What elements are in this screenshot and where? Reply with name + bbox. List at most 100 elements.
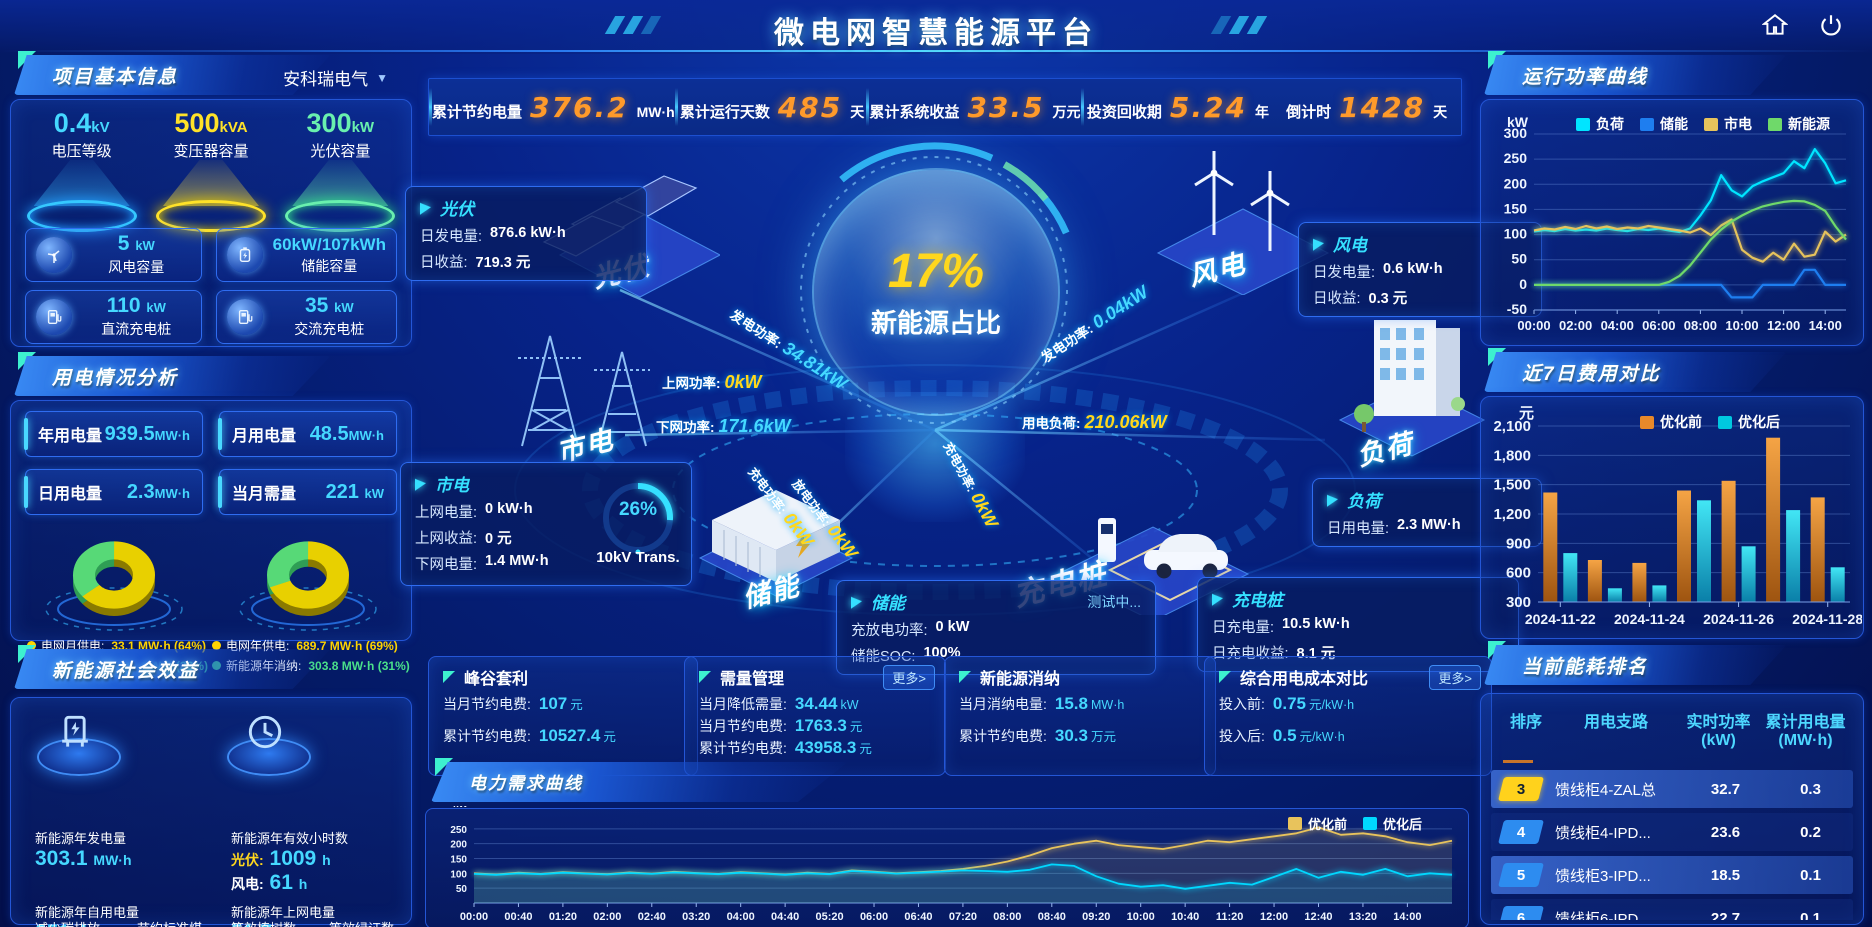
legend-item[interactable]: 负荷 xyxy=(1576,114,1624,134)
kpi-total-income: 累计系统收益 33.5 万元 xyxy=(869,90,1081,124)
year-energy-donut-chart[interactable] xyxy=(233,523,383,635)
demand-more-button[interactable]: 更多> xyxy=(883,665,935,690)
panel-title: 当前能耗排名 xyxy=(1522,657,1649,678)
svg-text:2024-11-28: 2024-11-28 xyxy=(1792,611,1862,627)
svg-text:02:00: 02:00 xyxy=(1559,318,1592,333)
cost-more-button[interactable]: 更多> xyxy=(1429,665,1481,690)
svg-text:07:20: 07:20 xyxy=(949,911,977,923)
kpi-saved-energy: 累计节约电量 376.2 MW·h xyxy=(432,90,675,124)
table-row[interactable]: 5 馈线柜3-IPD... 18.5 0.1 xyxy=(1491,856,1853,894)
card-corner-icon xyxy=(443,671,455,683)
svg-text:08:40: 08:40 xyxy=(1038,911,1066,923)
renewable-share-label: 新能源占比 xyxy=(870,308,1001,338)
spotlight-transformer: 500kVA 变压器容量 xyxy=(146,108,275,232)
power-icon[interactable] xyxy=(1816,10,1846,40)
svg-text:00:00: 00:00 xyxy=(460,911,488,923)
panel-social-benefit: 新能源社会效益 新能源年发电量 303.1 MW·h 新能源年有效小时数 光伏:… xyxy=(8,645,414,927)
stat-month-demand: 当月需量 221 kW xyxy=(218,469,397,515)
svg-text:900: 900 xyxy=(1506,535,1531,552)
panel-title: 近7日费用对比 xyxy=(1522,364,1661,385)
app-header: 微电网智慧能源平台 xyxy=(0,0,1872,54)
home-icon[interactable] xyxy=(1760,10,1790,40)
svg-text:10:00: 10:00 xyxy=(1127,911,1155,923)
social-certs: 等效绿证数 303张 xyxy=(329,918,394,927)
pv-info-box: 光伏 日发电量: 876.6 kW·h 日收益: 719.3 元 xyxy=(405,186,647,281)
panel-banner xyxy=(14,55,331,95)
svg-text:04:00: 04:00 xyxy=(727,911,755,923)
svg-text:04:00: 04:00 xyxy=(1601,318,1634,333)
svg-text:09:20: 09:20 xyxy=(1082,911,1110,923)
svg-text:12:00: 12:00 xyxy=(1260,911,1288,923)
svg-text:100: 100 xyxy=(1504,226,1528,242)
panel-run-power: 运行功率曲线 xyxy=(1478,51,1866,348)
table-row[interactable]: 4 馈线柜4-IPD... 23.6 0.2 xyxy=(1491,813,1853,851)
demand-curve-chart[interactable]: 250 200 150 100 50 00:00 00:40 01:20 02:00 02:40 0… xyxy=(432,799,1460,927)
svg-text:00:00: 00:00 xyxy=(1517,318,1550,333)
renewable-share-sphere: 17% 新能源占比 xyxy=(812,168,1060,416)
capacity-card-dc-charger: 110 kW 直流充电桩 xyxy=(25,290,202,344)
panel-title: 项目基本信息 xyxy=(52,67,179,88)
svg-text:1,200: 1,200 xyxy=(1493,506,1531,523)
stat-year-energy: 年用电量 939.5MW·h xyxy=(24,411,203,457)
demand-chart-legend: 优化前 优化后 xyxy=(1288,814,1422,833)
cost-compare-chart[interactable]: 2,100 1,800 1,500 1,200 900 600 300 元 2024-11-22… xyxy=(1482,400,1863,636)
legend-item[interactable]: 优化后 xyxy=(1718,412,1780,432)
svg-text:150: 150 xyxy=(450,855,467,866)
spotlight-pv: 300kW 光伏容量 xyxy=(276,108,405,232)
svg-text:02:40: 02:40 xyxy=(638,911,666,923)
legend-item[interactable]: 优化前 xyxy=(1640,412,1702,432)
svg-text:200: 200 xyxy=(1504,175,1528,191)
table-row[interactable]: 3 馈线柜4-ZAL总 32.7 0.3 xyxy=(1491,770,1853,808)
chevron-right-icon xyxy=(420,200,431,215)
load-building-graphic xyxy=(1338,320,1486,457)
legend-item[interactable]: 优化前 xyxy=(1288,814,1347,833)
transformer-load-value: 26% xyxy=(618,499,658,520)
legend-item[interactable]: 新能源 xyxy=(1768,114,1830,134)
svg-text:0: 0 xyxy=(1519,276,1527,292)
company-select[interactable]: 安科瑞电气 ▼ xyxy=(283,65,388,90)
run-power-legend: 负荷 储能 市电 新能源 xyxy=(1576,114,1830,134)
svg-text:1,500: 1,500 xyxy=(1493,477,1531,494)
svg-text:600: 600 xyxy=(1506,565,1531,582)
svg-text:12:40: 12:40 xyxy=(1304,911,1332,923)
rank-badge: 5 xyxy=(1498,863,1544,887)
kpi-countdown: 倒计时 1428 天 xyxy=(1286,90,1448,124)
rank-badge: 4 xyxy=(1498,820,1544,844)
svg-text:250: 250 xyxy=(450,825,467,836)
social-co2: 减少碳排放 176.1 t xyxy=(35,918,100,927)
month-energy-donut-chart[interactable] xyxy=(39,523,189,635)
stat-month-energy: 月用电量 48.5MW·h xyxy=(218,411,397,457)
legend-item[interactable]: 市电 xyxy=(1704,114,1752,134)
sphere-rings xyxy=(786,142,1082,438)
chevron-right-icon xyxy=(1327,492,1338,507)
svg-text:kW: kW xyxy=(453,806,469,810)
legend-item[interactable]: 储能 xyxy=(1640,114,1688,134)
svg-text:12:00: 12:00 xyxy=(1767,318,1800,333)
card-corner-icon xyxy=(1219,671,1231,683)
chevron-right-icon xyxy=(1212,591,1223,606)
run-power-chart[interactable]: 300 250 200 150 100 50 0 -50 00:00 02:00 04:00 06:0… xyxy=(1486,108,1858,340)
svg-text:14:00: 14:00 xyxy=(1809,318,1842,333)
panel-banner xyxy=(1484,645,1787,685)
svg-text:200: 200 xyxy=(450,840,467,851)
svg-text:2024-11-22: 2024-11-22 xyxy=(1525,611,1596,627)
svg-text:2024-11-26: 2024-11-26 xyxy=(1703,611,1774,627)
panel-project-info: 项目基本信息 安科瑞电气 ▼ 0.4kV 电压等级 500kVA 变压器容量 xyxy=(8,51,414,349)
svg-text:-50: -50 xyxy=(1507,301,1527,317)
legend-item[interactable]: 优化后 xyxy=(1363,814,1422,833)
card-corner-icon xyxy=(959,671,971,683)
battery-icon xyxy=(226,237,263,273)
chevron-right-icon xyxy=(415,476,426,491)
card-renewable-consume: 新能源消纳 当月消纳电量: 15.8 MW·h 累计节约电费: 30.3 万元 xyxy=(944,656,1216,776)
card-corner-icon xyxy=(699,671,711,683)
panel-title: 运行功率曲线 xyxy=(1522,67,1649,88)
dc-charger-icon xyxy=(36,299,72,335)
svg-text:300: 300 xyxy=(1504,125,1528,141)
storage-status-badge: 测试中... xyxy=(1087,593,1141,610)
grid-info-box: 市电 上网电量: 0 kW·h 上网收益: 0 元 下网电量: 1.4 MW·h 26… xyxy=(400,462,692,586)
ranking-scroll-indicator xyxy=(1503,760,1533,763)
table-row[interactable]: 6 馈线柜6-IPD 22.7 0.1 xyxy=(1491,899,1853,920)
page-title: 微电网智慧能源平台 xyxy=(774,17,1098,50)
card-demand-mgmt: 需量管理 更多> 当月降低需量: 34.44 kW 当月节约电费: 1763.3 元 累… xyxy=(684,656,946,776)
rank-badge: 3 xyxy=(1498,777,1544,801)
